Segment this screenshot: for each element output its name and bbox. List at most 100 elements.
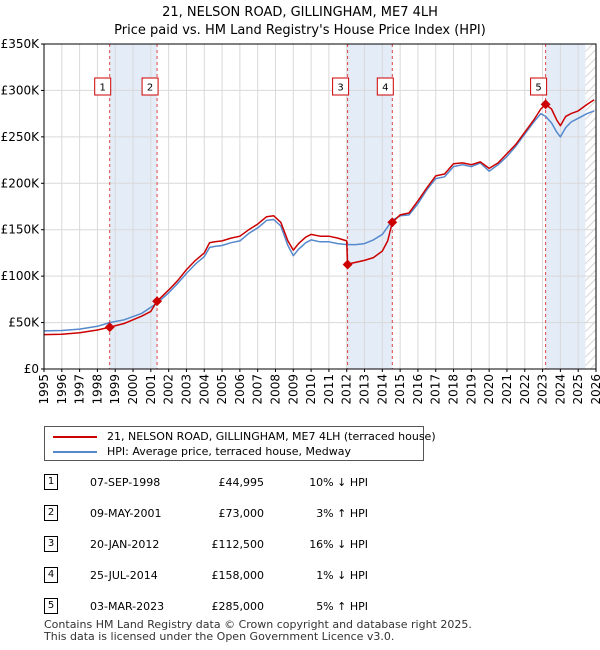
- x-tick-label: 2026: [589, 374, 600, 405]
- footer-line-copyright: Contains HM Land Registry data © Crown c…: [44, 618, 472, 631]
- x-tick-label: 2024: [553, 374, 567, 405]
- transaction-date: 07-SEP-1998: [90, 476, 161, 489]
- shaded-period: [347, 44, 393, 369]
- x-tick-label: 1997: [73, 374, 87, 405]
- y-tick-label: £100K: [1, 269, 41, 283]
- x-tick-label: 2013: [358, 374, 372, 405]
- x-tick-label: 2025: [571, 374, 585, 405]
- y-tick-label: £50K: [8, 316, 40, 330]
- sale-marker-box: [530, 77, 548, 96]
- sale-marker-number: 4: [382, 83, 388, 94]
- x-tick-label: 2006: [233, 374, 247, 405]
- future-hatch: [585, 44, 596, 369]
- legend-swatch-hpi: [53, 450, 97, 453]
- x-tick-label: 2012: [340, 374, 354, 405]
- legend-item-property: 21, NELSON ROAD, GILLINGHAM, ME7 4LH (te…: [53, 429, 436, 444]
- y-tick-label: £300K: [1, 83, 41, 97]
- legend-swatch-property: [53, 435, 97, 438]
- transaction-row: 1 07-SEP-1998 £44,995 10% ↓ HPI: [44, 473, 404, 493]
- transaction-number: 2: [44, 505, 58, 521]
- transaction-number: 5: [44, 598, 58, 614]
- sale-point: [152, 296, 163, 307]
- property-series-line: [43, 99, 595, 336]
- x-tick-label: 2016: [411, 374, 425, 405]
- x-tick-label: 2019: [464, 374, 478, 405]
- transaction-hpi-diff: 1% ↓ HPI: [316, 569, 368, 582]
- y-tick-label: £0: [24, 362, 39, 376]
- x-tick-label: 1999: [108, 374, 122, 405]
- transaction-number: 3: [44, 536, 58, 552]
- x-tick-label: 2020: [482, 374, 496, 405]
- x-tick-label: 2015: [393, 374, 407, 405]
- transaction-hpi-diff: 5% ↑ HPI: [316, 600, 368, 613]
- transaction-number: 1: [44, 474, 58, 490]
- sale-point: [342, 259, 353, 270]
- transaction-price: £73,000: [218, 507, 265, 520]
- x-tick-label: 1998: [90, 374, 104, 405]
- hpi-series-line: [43, 110, 595, 332]
- sale-point: [540, 99, 551, 110]
- sale-point: [387, 217, 398, 228]
- x-tick-label: 2004: [197, 374, 211, 405]
- legend-item-hpi: HPI: Average price, terraced house, Medw…: [53, 444, 351, 459]
- sale-marker-label: 4: [376, 77, 394, 96]
- transaction-price: £112,500: [211, 538, 265, 551]
- sale-marker-box: [332, 77, 350, 96]
- chart-subtitle: Price paid vs. HM Land Registry's House …: [114, 23, 486, 38]
- sale-marker-box: [141, 77, 159, 96]
- x-tick-label: 2018: [447, 374, 461, 405]
- sale-marker-number: 3: [337, 83, 343, 94]
- shaded-period: [545, 44, 586, 369]
- y-tick-label: £200K: [1, 176, 41, 190]
- sale-marker-number: 5: [535, 83, 541, 94]
- y-tick-label: £350K: [1, 37, 41, 51]
- transaction-row: 2 09-MAY-2001 £73,000 3% ↑ HPI: [44, 504, 404, 524]
- footer: Contains HM Land Registry data © Crown c…: [44, 619, 472, 643]
- x-tick-label: 2000: [126, 374, 140, 405]
- chart-title: 21, NELSON ROAD, GILLINGHAM, ME7 4LH: [162, 5, 438, 20]
- x-tick-label: 2017: [429, 374, 443, 405]
- transaction-date: 20-JAN-2012: [90, 538, 160, 551]
- sale-marker-number: 2: [147, 83, 153, 94]
- legend-label-property: 21, NELSON ROAD, GILLINGHAM, ME7 4LH (te…: [107, 430, 436, 443]
- transaction-date: 25-JUL-2014: [90, 569, 158, 582]
- x-tick-label: 2023: [536, 374, 550, 405]
- legend-label-hpi: HPI: Average price, terraced house, Medw…: [107, 445, 352, 458]
- sale-marker-label: 5: [530, 77, 548, 96]
- chart: 1 2 3 4 5 £0 £50K £100K £150K £200K £250K £300K £350…: [1, 37, 600, 405]
- x-tick-label: 2011: [322, 374, 336, 405]
- chart-title-block: 21, NELSON ROAD, GILLINGHAM, ME7 4LH Pri…: [0, 4, 600, 40]
- sale-marker-box: [94, 77, 112, 96]
- x-tick-label: 1996: [55, 374, 69, 405]
- transaction-price: £285,000: [211, 600, 265, 613]
- sale-marker-label: 2: [141, 77, 159, 96]
- transaction-hpi-diff: 3% ↑ HPI: [316, 507, 368, 520]
- transaction-hpi-diff: 10% ↓ HPI: [309, 476, 368, 489]
- x-tick-label: 2014: [375, 374, 389, 405]
- x-tick-label: 2001: [144, 374, 158, 405]
- y-tick-label: £250K: [1, 130, 41, 144]
- sale-marker-number: 1: [100, 83, 106, 94]
- sale-marker-label: 3: [332, 77, 350, 96]
- x-tick-label: 2009: [286, 374, 300, 405]
- transaction-row: 4 25-JUL-2014 £158,000 1% ↓ HPI: [44, 566, 404, 586]
- x-tick-label: 2002: [162, 374, 176, 405]
- footer-line-licence: This data is licensed under the Open Gov…: [44, 630, 395, 643]
- transaction-row: 3 20-JAN-2012 £112,500 16% ↓ HPI: [44, 535, 404, 555]
- x-tick-label: 2021: [500, 374, 514, 405]
- plot-frame: [43, 43, 597, 370]
- legend: 21, NELSON ROAD, GILLINGHAM, ME7 4LH (te…: [44, 426, 436, 461]
- transaction-price: £44,995: [218, 476, 265, 489]
- y-tick-label: £150K: [1, 223, 41, 237]
- transaction-date: 09-MAY-2001: [90, 507, 162, 520]
- sale-marker-box: [376, 77, 394, 96]
- x-tick-label: 2022: [518, 374, 532, 405]
- transaction-date: 03-MAR-2023: [90, 600, 165, 613]
- x-tick-label: 2010: [304, 374, 318, 405]
- transaction-hpi-diff: 16% ↓ HPI: [309, 538, 368, 551]
- transaction-price: £158,000: [211, 569, 265, 582]
- transaction-row: 5 03-MAR-2023 £285,000 5% ↑ HPI: [44, 597, 404, 617]
- transaction-number: 4: [44, 567, 58, 583]
- sale-marker-label: 1: [94, 77, 112, 96]
- x-tick-label: 2003: [179, 374, 193, 405]
